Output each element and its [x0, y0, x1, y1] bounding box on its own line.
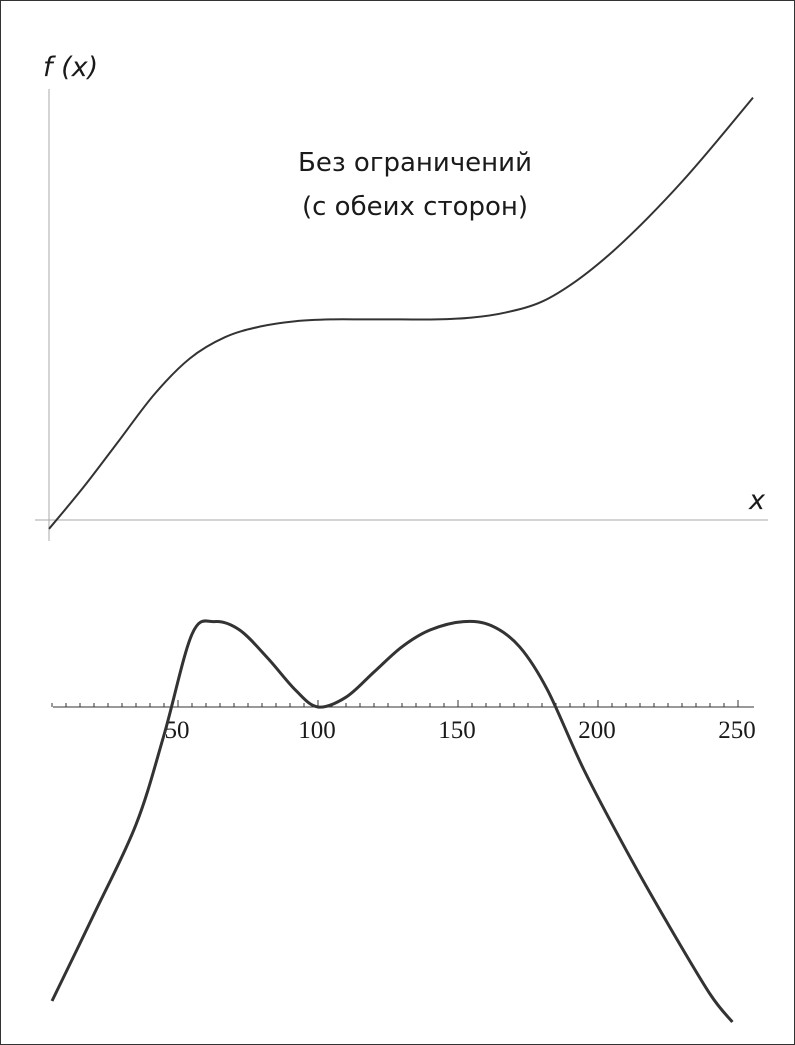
bottom-x-ticks [51, 700, 739, 707]
x-tick-label: 100 [298, 717, 336, 744]
top-series-line [48, 96, 754, 530]
x-tick-label: 150 [438, 717, 476, 744]
x-tick-label: 250 [718, 717, 756, 744]
x-tick-label: 200 [578, 717, 616, 744]
top-y-axis-label: f (x) [43, 52, 98, 83]
top-chart: f (x) x Без ограничений (с обеих сторон) [35, 52, 768, 541]
bottom-chart: 50 100 150 200 250 [50, 619, 756, 1023]
top-x-axis-label: x [748, 485, 766, 516]
annotation-line-2: (с обеих сторон) [302, 192, 528, 222]
bottom-x-tick-labels: 50 100 150 200 250 [165, 717, 756, 744]
bottom-series-line [50, 619, 734, 1023]
annotation-line-1: Без ограничений [298, 148, 532, 178]
